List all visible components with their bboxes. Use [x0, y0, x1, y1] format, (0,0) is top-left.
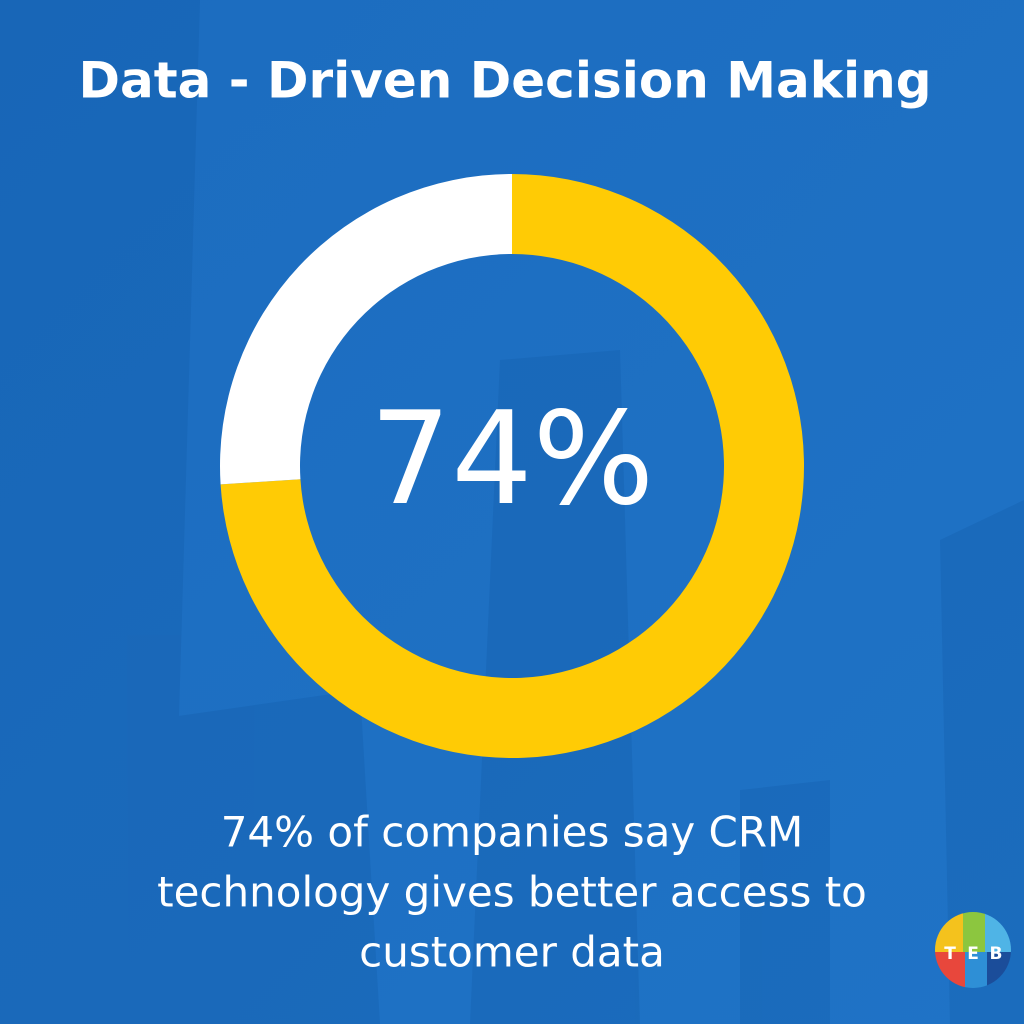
logo-letter: E: [967, 944, 979, 964]
value-label: 74%: [370, 385, 655, 534]
caption-line: 74% of companies say CRM: [221, 808, 804, 857]
caption-line: technology gives better access to: [157, 868, 867, 917]
donut: [220, 174, 805, 759]
caption-line: customer data: [359, 928, 665, 977]
logo-letter: T: [944, 944, 956, 964]
donut-segment: [220, 174, 513, 485]
chart-title: Data - Driven Decision Making: [79, 52, 932, 110]
logo: [935, 912, 1011, 988]
logo-letter: B: [990, 944, 1003, 964]
